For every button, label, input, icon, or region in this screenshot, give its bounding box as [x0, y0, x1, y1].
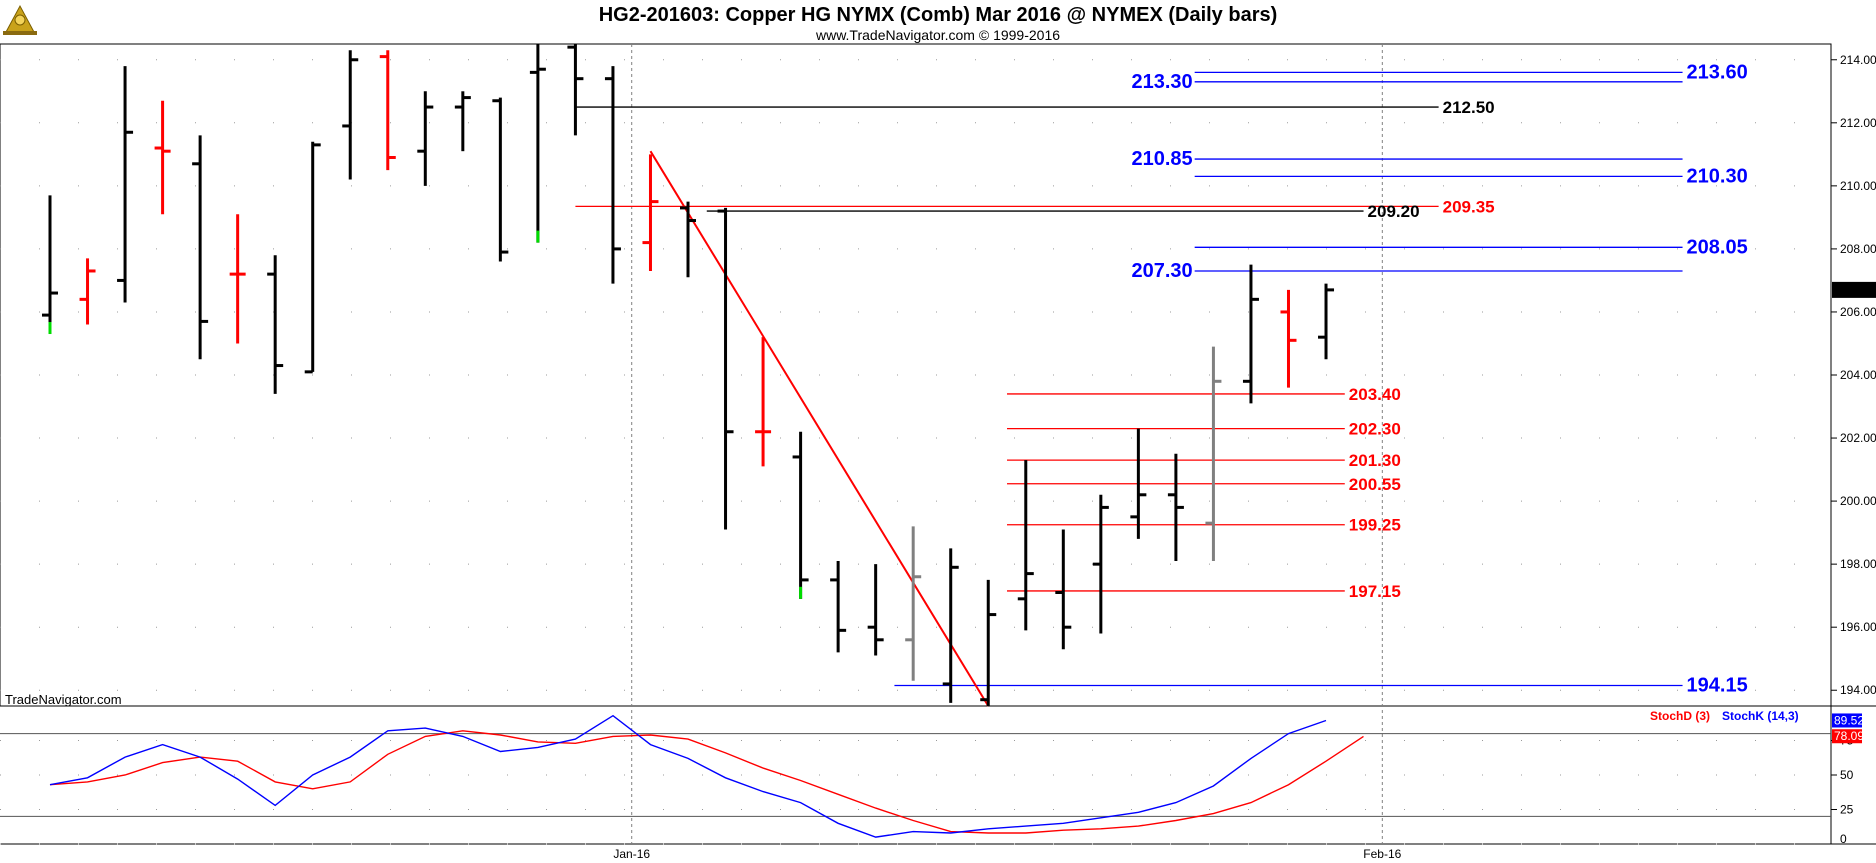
ohlc-bar [942, 548, 959, 703]
chart-title: HG2-201603: Copper HG NYMX (Comb) Mar 20… [599, 4, 1278, 26]
level-label: 212.50 [1443, 98, 1495, 117]
stochk-value-label: 89.52 [1834, 713, 1864, 727]
price-tick-label: 210.00 [1840, 179, 1876, 193]
level-label: 202.30 [1349, 420, 1401, 439]
price-bars [42, 44, 1335, 706]
ohlc-bar [379, 50, 396, 171]
stochd-value-label: 78.09 [1834, 729, 1864, 743]
osc-tick-label: 0 [1840, 832, 1847, 846]
ohlc-bar [1242, 264, 1259, 404]
ohlc-bar [567, 44, 584, 136]
osc-tick-label: 50 [1840, 768, 1854, 782]
price-tick-label: 200.00 [1840, 494, 1876, 508]
level-label: 213.60 [1687, 61, 1748, 83]
level-label: 210.30 [1687, 165, 1748, 187]
ohlc-bar [529, 44, 546, 243]
ohlc-bar [154, 100, 171, 215]
ohlc-bar [1205, 346, 1222, 561]
stoch-line [49, 730, 1364, 834]
stochk-value-tag [1832, 713, 1862, 728]
ohlc-bar [830, 560, 847, 653]
level-label: 199.25 [1349, 516, 1401, 535]
ohlc-bar [717, 207, 734, 530]
ohlc-bar [755, 337, 772, 467]
ohlc-bar [604, 66, 621, 284]
level-label: 197.15 [1349, 582, 1401, 601]
level-label: 203.40 [1349, 385, 1401, 404]
stochd-value-tag [1832, 729, 1862, 744]
legend-stochd: StochD (3) [1650, 709, 1710, 723]
price-tick-label: 198.00 [1840, 557, 1876, 571]
ohlc-bar [680, 201, 697, 278]
level-label: 194.15 [1687, 675, 1748, 697]
ohlc-bar [905, 526, 922, 681]
price-tick-label: 206.00 [1840, 305, 1876, 319]
osc-tick-label: 25 [1840, 803, 1854, 817]
price-tick-label: 214.00 [1840, 53, 1876, 67]
stoch-line [49, 714, 1327, 838]
grid [0, 44, 1831, 844]
level-label: 209.20 [1368, 202, 1420, 221]
watermark: TradeNavigator.com [5, 692, 122, 707]
tradenavigator-logo [3, 4, 37, 35]
chart-subtitle: www.TradeNavigator.com © 1999-2016 [815, 27, 1060, 43]
ohlc-bar [1167, 453, 1184, 561]
last-price-label: 206.70 [1836, 283, 1873, 297]
ohlc-bar [454, 91, 471, 152]
ohlc-bar [980, 579, 997, 706]
ohlc-bar [867, 564, 884, 656]
price-tick-label: 212.00 [1840, 116, 1876, 130]
ohlc-bar [229, 214, 246, 344]
price-tick-label: 208.00 [1840, 242, 1876, 256]
level-label: 201.30 [1349, 451, 1401, 470]
date-tick-label: Jan-16 [613, 847, 650, 861]
date-axis: Jan-16 Feb-16 [613, 847, 1401, 861]
trendline-segment [649, 150, 990, 707]
ohlc-bar [1055, 529, 1072, 650]
level-label: 208.05 [1687, 236, 1748, 258]
ohlc-bar [492, 97, 509, 262]
level-label: 200.55 [1349, 475, 1401, 494]
ohlc-bar [792, 431, 809, 599]
price-tick-label: 196.00 [1840, 620, 1876, 634]
ohlc-bar [42, 195, 58, 335]
ohlc-bar [79, 258, 96, 325]
date-tick-label: Feb-16 [1363, 847, 1401, 861]
ohlc-bar [1130, 428, 1147, 539]
last-price-tag [1832, 281, 1876, 298]
ohlc-bar [1017, 460, 1034, 631]
level-label: 210.85 [1131, 148, 1192, 170]
level-label: 213.30 [1131, 71, 1192, 93]
price-tick-label: 194.00 [1840, 683, 1876, 697]
price-levels: 213.60 213.30 212.50 210.85 210.30 209.35 209.… [575, 61, 1748, 697]
price-tick-label: 202.00 [1840, 431, 1876, 445]
ohlc-bar [117, 66, 134, 303]
legend-stochk: StochK (14,3) [1722, 709, 1799, 723]
trendline [649, 150, 990, 707]
ohlc-bar [642, 154, 659, 271]
ohlc-bar [267, 255, 284, 394]
level-label: 207.30 [1131, 260, 1192, 282]
price-axis: 194.00 196.00 198.00 200.00 202.00 204.00 206.… [1831, 53, 1876, 697]
ohlc-bar [1318, 283, 1335, 360]
ohlc-bar [192, 135, 209, 360]
ohlc-bar [342, 50, 359, 180]
ohlc-bar [417, 91, 434, 186]
ohlc-bar [1092, 494, 1109, 634]
ohlc-bar [304, 141, 321, 374]
price-tick-label: 204.00 [1840, 368, 1876, 382]
ohlc-bar [1280, 289, 1297, 388]
level-label: 209.35 [1443, 197, 1495, 216]
